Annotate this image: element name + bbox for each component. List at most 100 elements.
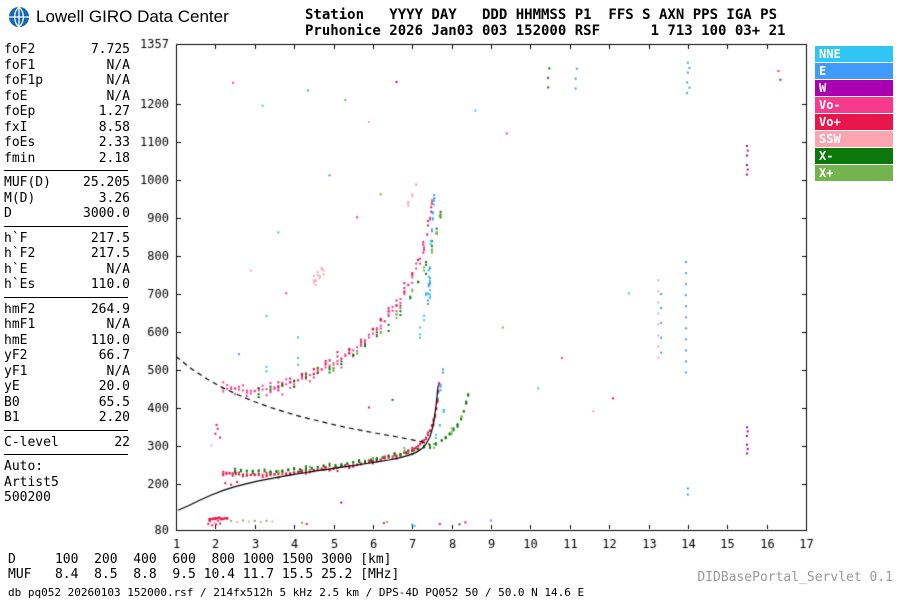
param-row-fof1: foF1 N/A xyxy=(4,58,130,74)
station-header-line1: Station YYYY DAY DDD HHMMSS P1 FFS S AXN… xyxy=(305,7,778,23)
param-value: 2.20 xyxy=(98,410,130,425)
param-value: 3.26 xyxy=(98,190,130,206)
station-header: Station YYYY DAY DDD HHMMSS P1 FFS S AXN… xyxy=(305,7,785,39)
param-label: foF2 xyxy=(4,42,36,57)
param-label: yF1 xyxy=(4,363,28,379)
param-row-hf2: h`F2 217.5 xyxy=(4,246,130,262)
param-label: fmin xyxy=(4,150,36,166)
param-value: 264.9 xyxy=(90,301,130,317)
panel-divider xyxy=(4,225,128,227)
dmuf-table: D 100 200 400 600 800 1000 1500 3000 [km… xyxy=(8,552,399,582)
param-label: foF1 xyxy=(4,57,36,73)
param-row-hes: h`Es 110.0 xyxy=(4,277,130,293)
param-value: N/A xyxy=(106,88,130,104)
param-value: N/A xyxy=(106,57,130,73)
param-value: 8.58 xyxy=(98,119,130,135)
param-value: 20.0 xyxy=(98,379,130,394)
panel-divider xyxy=(4,429,128,431)
param-label: MUF(D) xyxy=(4,175,51,190)
param-label: h`E xyxy=(4,261,28,277)
param-label: foF1p xyxy=(4,73,44,88)
param-row-d: D 3000.0 xyxy=(4,206,130,222)
param-row-foe: foE N/A xyxy=(4,89,130,105)
param-label: B0 xyxy=(4,394,20,410)
param-value: 65.5 xyxy=(98,394,130,410)
param-row-clevel: C-level 22 xyxy=(4,435,130,451)
param-label: hmF2 xyxy=(4,301,36,317)
param-row-fmin: fmin 2.18 xyxy=(4,151,130,167)
param-row-hmf1: hmF1 N/A xyxy=(4,317,130,333)
servlet-version: DIDBasePortal_Servlet 0.1 xyxy=(697,570,893,585)
param-row-fof1p: foF1p N/A xyxy=(4,73,130,89)
param-label: h`F2 xyxy=(4,246,36,261)
param-label: foEp xyxy=(4,104,36,119)
legend-item-w: W xyxy=(815,80,893,96)
legend-item-ssw: SSW xyxy=(815,131,893,147)
param-row-mufd: MUF(D) 25.205 xyxy=(4,175,130,191)
param-value: N/A xyxy=(106,261,130,277)
param-value: 7.725 xyxy=(90,42,130,57)
param-row-hme: hmE 110.0 xyxy=(4,333,130,349)
param-row-fof2: foF2 7.725 xyxy=(4,42,130,58)
param-label: B1 xyxy=(4,410,20,425)
param-label: foEs xyxy=(4,135,36,150)
panel-divider xyxy=(4,454,128,455)
param-row-foes: foEs 2.33 xyxy=(4,135,130,151)
param-value: 2.18 xyxy=(98,150,130,166)
param-label: yF2 xyxy=(4,348,28,363)
panel-divider xyxy=(4,296,128,298)
param-row-foep: foEp 1.27 xyxy=(4,104,130,120)
param-value: N/A xyxy=(106,73,130,88)
brand: Lowell GIRO Data Center xyxy=(8,6,229,28)
param-label: h`Es xyxy=(4,277,36,292)
param-row-b0: B0 65.5 xyxy=(4,395,130,411)
param-value: 110.0 xyxy=(90,332,130,348)
legend-item-e: E xyxy=(815,63,893,79)
param-row-ye: yE 20.0 xyxy=(4,379,130,395)
param-row-he: h`E N/A xyxy=(4,262,130,278)
param-label: 500200 xyxy=(4,490,51,505)
param-label: M(D) xyxy=(4,190,36,206)
param-row-b1: B1 2.20 xyxy=(4,410,130,426)
muf-row: MUF 8.4 8.5 8.8 9.5 10.4 11.7 15.5 25.2 … xyxy=(8,567,400,582)
distance-row: D 100 200 400 600 800 1000 1500 3000 [km… xyxy=(8,552,392,567)
param-row-hf: h`F 217.5 xyxy=(4,231,130,247)
param-row-auto: Auto: xyxy=(4,459,130,475)
legend-item-nne: NNE xyxy=(815,46,893,62)
param-label: yE xyxy=(4,379,20,394)
param-row-yf2: yF2 66.7 xyxy=(4,348,130,364)
param-value: N/A xyxy=(106,317,130,332)
param-label: fxI xyxy=(4,119,28,135)
parameter-panel: foF2 7.725 foF1 N/A foF1p N/A foE N/A foEp 1.27 fx… xyxy=(4,42,130,506)
param-value: 110.0 xyxy=(90,277,130,292)
legend-item-vominus: Vo- xyxy=(815,97,893,113)
param-label: Artist5 xyxy=(4,474,59,490)
param-row-hmf2: hmF2 264.9 xyxy=(4,302,130,318)
param-row-500200: 500200 xyxy=(4,490,130,506)
param-value: 22 xyxy=(114,434,130,450)
station-header-line2: Pruhonice 2026 Jan03 003 152000 RSF 1 71… xyxy=(305,23,786,39)
param-row-fxi: fxI 8.58 xyxy=(4,120,130,136)
param-value: 217.5 xyxy=(90,246,130,261)
param-label: foE xyxy=(4,88,28,104)
file-info: db pq052 20260103 152000.rsf / 214fx512h… xyxy=(8,586,585,599)
giro-logo-icon xyxy=(8,6,30,28)
param-label: hmE xyxy=(4,332,28,348)
param-value: 1.27 xyxy=(98,104,130,119)
param-value: 3000.0 xyxy=(83,206,130,221)
param-value: 66.7 xyxy=(98,348,130,363)
param-value: 25.205 xyxy=(83,175,130,190)
param-value: N/A xyxy=(106,363,130,379)
param-row-artist5: Artist5 xyxy=(4,475,130,491)
param-label: Auto: xyxy=(4,459,44,474)
legend-item-xplus: X+ xyxy=(815,165,893,181)
legend-item-xminus: X- xyxy=(815,148,893,164)
ionogram-canvas xyxy=(130,36,820,556)
param-value: 217.5 xyxy=(90,230,130,246)
param-row-md: M(D) 3.26 xyxy=(4,191,130,207)
param-label: hmF1 xyxy=(4,317,36,332)
param-label: C-level xyxy=(4,434,59,450)
param-label: h`F xyxy=(4,230,28,246)
legend-item-voplus: Vo+ xyxy=(815,114,893,130)
